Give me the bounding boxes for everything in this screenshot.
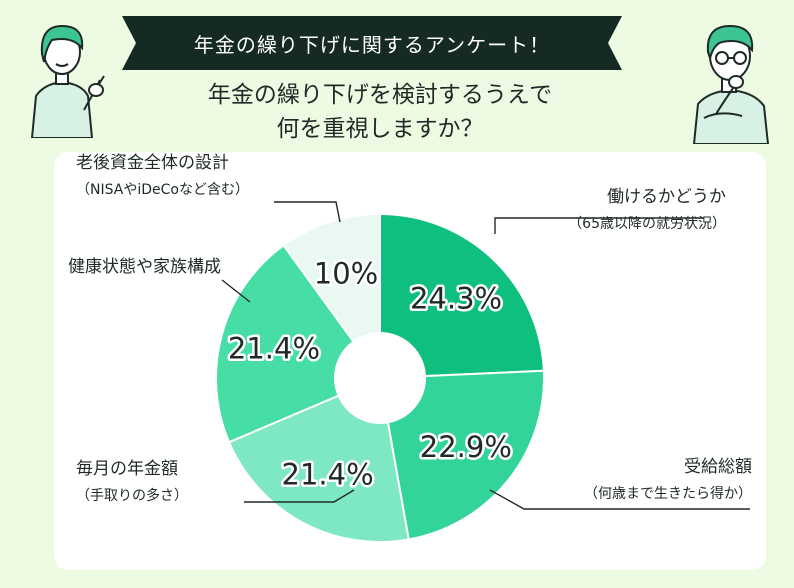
label-working-main: 働けるかどうか bbox=[607, 187, 726, 207]
leader-line-working bbox=[494, 217, 704, 234]
label-total-benefit: 受給総額 （何歳まで生きたら得か） bbox=[526, 456, 752, 504]
man-thinking-illustration bbox=[692, 24, 770, 144]
leader-line-total-benefit bbox=[489, 489, 750, 510]
banner: 年金の繰り下げに関するアンケート！ bbox=[122, 12, 622, 74]
pct-label-retirement-plan: 10% bbox=[314, 256, 378, 290]
pct-label-working: 24.3% bbox=[410, 282, 502, 316]
leader-line-retirement-plan bbox=[274, 201, 341, 223]
pct-label-monthly-pension: 21.4% bbox=[282, 458, 374, 492]
label-monthly-pension-sub: （手取りの多さ） bbox=[76, 488, 188, 504]
slice-retirement-plan bbox=[282, 212, 381, 382]
donut-hole bbox=[334, 332, 426, 424]
label-health-family: 健康状態や家族構成 bbox=[68, 256, 288, 278]
pct-label-health-family: 21.4% bbox=[228, 332, 320, 366]
label-working: 働けるかどうか （65歳以降の就労状況） bbox=[496, 186, 726, 234]
label-monthly-pension: 毎月の年金額 （手取りの多さ） bbox=[76, 458, 276, 506]
banner-ribbon-shape bbox=[122, 16, 622, 70]
banner-title: 年金の繰り下げに関するアンケート！ bbox=[193, 32, 551, 57]
label-total-benefit-main: 受給総額 bbox=[684, 457, 752, 477]
label-monthly-pension-main: 毎月の年金額 bbox=[76, 459, 178, 479]
label-health-family-main: 健康状態や家族構成 bbox=[68, 257, 221, 277]
chart-card: 24.3% 22.9% 21.4% 21.4% 10% 働けるかどうか （65歳以降の就… bbox=[54, 152, 766, 570]
label-total-benefit-sub: （何歳まで生きたら得か） bbox=[584, 486, 752, 502]
leader-line-health-family bbox=[221, 279, 251, 303]
label-retirement-plan-main: 老後資金全体の設計 bbox=[76, 153, 229, 173]
title-line-2: 何を重視しますか？ bbox=[276, 116, 484, 142]
leader-line-monthly-pension bbox=[244, 489, 355, 503]
slice-total-benefit bbox=[378, 369, 545, 541]
slice-working bbox=[379, 212, 545, 380]
donut-chart: 24.3% 22.9% 21.4% 21.4% 10% bbox=[215, 201, 750, 543]
woman-pointing-illustration bbox=[30, 24, 105, 138]
label-working-sub: （65歳以降の就労状況） bbox=[568, 216, 726, 232]
title-line-1: 年金の繰り下げを検討するうえで bbox=[207, 82, 553, 108]
label-retirement-plan: 老後資金全体の設計 （NISAやiDeCoなど含む） bbox=[76, 152, 316, 200]
label-retirement-plan-sub: （NISAやiDeCoなど含む） bbox=[76, 182, 249, 198]
page-title: 年金の繰り下げを検討するうえで 何を重視しますか？ bbox=[150, 78, 610, 146]
pct-label-total-benefit: 22.9% bbox=[420, 430, 512, 464]
